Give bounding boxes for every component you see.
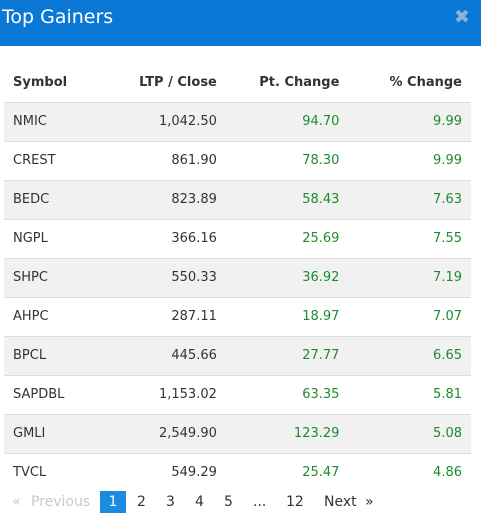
ltp-cell: 823.89 (108, 179, 226, 219)
page-button-4[interactable]: 4 (195, 494, 204, 510)
ltp-cell: 1,153.02 (108, 374, 226, 414)
pct-change-cell: 7.55 (348, 218, 471, 258)
table-row[interactable]: AHPC 287.11 18.97 7.07 (4, 296, 471, 336)
symbol-cell: AHPC (4, 296, 109, 336)
pct-change-cell: 9.99 (348, 101, 471, 141)
pct-change-cell: 6.65 (348, 335, 471, 375)
modal-title: Top Gainers (2, 6, 114, 28)
column-header-symbol[interactable]: Symbol (4, 63, 109, 103)
pct-change-cell: 9.99 (348, 140, 471, 180)
table-row[interactable]: BPCL 445.66 27.77 6.65 (4, 335, 471, 375)
table-row[interactable]: GMLI 2,549.90 123.29 5.08 (4, 413, 471, 453)
column-header-pt-change[interactable]: Pt. Change (225, 63, 349, 103)
table-row[interactable]: NMIC 1,042.50 94.70 9.99 (4, 101, 471, 141)
previous-button: Previous (31, 494, 91, 510)
page-button-12[interactable]: 12 (286, 494, 304, 510)
page-button-1[interactable]: 1 (100, 491, 126, 513)
page-button-5[interactable]: 5 (224, 494, 233, 510)
gainers-table: Symbol LTP / Close Pt. Change % Change N… (4, 63, 471, 492)
pt-change-cell: 27.77 (225, 335, 349, 375)
ltp-cell: 2,549.90 (108, 413, 226, 453)
page-button-2[interactable]: 2 (137, 494, 146, 510)
symbol-cell: SHPC (4, 257, 109, 297)
symbol-cell: BPCL (4, 335, 109, 375)
symbol-cell: TVCL (4, 452, 109, 492)
column-header-ltp[interactable]: LTP / Close (108, 63, 226, 103)
symbol-cell: SAPDBL (4, 374, 109, 414)
table-row[interactable]: SAPDBL 1,153.02 63.35 5.81 (4, 374, 471, 414)
pt-change-cell: 18.97 (225, 296, 349, 336)
modal-header: Top Gainers ✖ (0, 0, 481, 46)
table-row[interactable]: SHPC 550.33 36.92 7.19 (4, 257, 471, 297)
ltp-cell: 287.11 (108, 296, 226, 336)
symbol-cell: NMIC (4, 101, 109, 141)
ltp-cell: 550.33 (108, 257, 226, 297)
pct-change-cell: 5.08 (348, 413, 471, 453)
gainers-table-container: Symbol LTP / Close Pt. Change % Change N… (4, 63, 471, 492)
table-row[interactable]: TVCL 549.29 25.47 4.86 (4, 452, 471, 492)
pt-change-cell: 25.69 (225, 218, 349, 258)
symbol-cell: GMLI (4, 413, 109, 453)
first-page-icon: « (12, 494, 21, 510)
pt-change-cell: 63.35 (225, 374, 349, 414)
pagination: « Previous 1 2 3 4 5 ... 12 Next » (0, 491, 481, 513)
pt-change-cell: 36.92 (225, 257, 349, 297)
pct-change-cell: 7.19 (348, 257, 471, 297)
table-row[interactable]: BEDC 823.89 58.43 7.63 (4, 179, 471, 219)
pt-change-cell: 94.70 (225, 101, 349, 141)
pct-change-cell: 7.63 (348, 179, 471, 219)
ltp-cell: 549.29 (108, 452, 226, 492)
symbol-cell: NGPL (4, 218, 109, 258)
ltp-cell: 366.16 (108, 218, 226, 258)
pct-change-cell: 5.81 (348, 374, 471, 414)
pt-change-cell: 25.47 (225, 452, 349, 492)
pct-change-cell: 7.07 (348, 296, 471, 336)
ltp-cell: 1,042.50 (108, 101, 226, 141)
pt-change-cell: 123.29 (225, 413, 349, 453)
ltp-cell: 445.66 (108, 335, 226, 375)
page-button-3[interactable]: 3 (166, 494, 175, 510)
last-page-icon[interactable]: » (365, 494, 374, 510)
ltp-cell: 861.90 (108, 140, 226, 180)
symbol-cell: CREST (4, 140, 109, 180)
table-row[interactable]: NGPL 366.16 25.69 7.55 (4, 218, 471, 258)
close-icon[interactable]: ✖ (454, 6, 470, 28)
table-header-row: Symbol LTP / Close Pt. Change % Change (4, 63, 471, 103)
pt-change-cell: 58.43 (225, 179, 349, 219)
table-row[interactable]: CREST 861.90 78.30 9.99 (4, 140, 471, 180)
pagination-ellipsis: ... (253, 494, 267, 510)
pct-change-cell: 4.86 (348, 452, 471, 492)
column-header-pct-change[interactable]: % Change (348, 63, 471, 103)
next-button[interactable]: Next (324, 494, 357, 510)
symbol-cell: BEDC (4, 179, 109, 219)
pt-change-cell: 78.30 (225, 140, 349, 180)
